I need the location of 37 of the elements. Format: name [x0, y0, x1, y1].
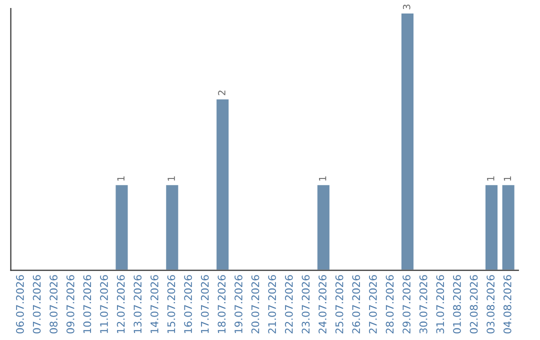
- x-tick-label: 07.07.2026: [32, 275, 41, 334]
- x-tick-label: 13.07.2026: [134, 275, 142, 333]
- x-tick-label: 26.07.2026: [352, 275, 360, 334]
- x-tick-label: 17.07.2026: [200, 275, 209, 333]
- x-tick-label: 15.07.2026: [167, 275, 176, 333]
- x-tick-label: 22.07.2026: [284, 275, 293, 334]
- x-tick-label: 06.07.2026: [16, 275, 24, 334]
- data-label: 1: [168, 176, 175, 181]
- x-tick-label: 31.07.2026: [436, 275, 444, 334]
- x-tick-label: 21.07.2026: [268, 275, 276, 334]
- x-tick-label: 04.08.2026: [503, 275, 512, 334]
- x-tick-label: 23.07.2026: [302, 275, 310, 334]
- x-tick-label: 02.08.2026: [470, 275, 478, 334]
- x-tick-label: 16.07.2026: [184, 275, 192, 333]
- data-label: 1: [487, 176, 494, 181]
- data-label: 2: [218, 90, 226, 96]
- x-tick-label: 14.07.2026: [150, 275, 158, 333]
- x-tick-label: 28.07.2026: [386, 275, 394, 334]
- x-tick-label: 10.07.2026: [83, 275, 92, 333]
- x-tick-label: 18.07.2026: [218, 275, 226, 333]
- x-tick-label: 30.07.2026: [419, 275, 428, 334]
- data-label: 1: [117, 176, 124, 181]
- x-tick-label: 25.07.2026: [335, 275, 344, 334]
- x-tick-label: 11.07.2026: [100, 275, 108, 333]
- x-tick-label: 09.07.2026: [66, 275, 74, 334]
- data-label: 3: [402, 4, 410, 10]
- x-tick-label: 29.07.2026: [402, 275, 410, 334]
- x-tick-label: 27.07.2026: [368, 275, 377, 334]
- x-tick-label: 20.07.2026: [251, 275, 260, 334]
- x-tick-label: 24.07.2026: [318, 275, 326, 334]
- x-tick-label: 03.08.2026: [486, 275, 495, 334]
- x-tick-label: 08.07.2026: [50, 275, 58, 334]
- data-label: 1: [504, 176, 511, 181]
- x-tick-label: 12.07.2026: [116, 275, 125, 333]
- x-tick-label: 19.07.2026: [234, 275, 242, 333]
- x-tick-label: 01.08.2026: [453, 275, 461, 334]
- data-label: 1: [319, 176, 326, 181]
